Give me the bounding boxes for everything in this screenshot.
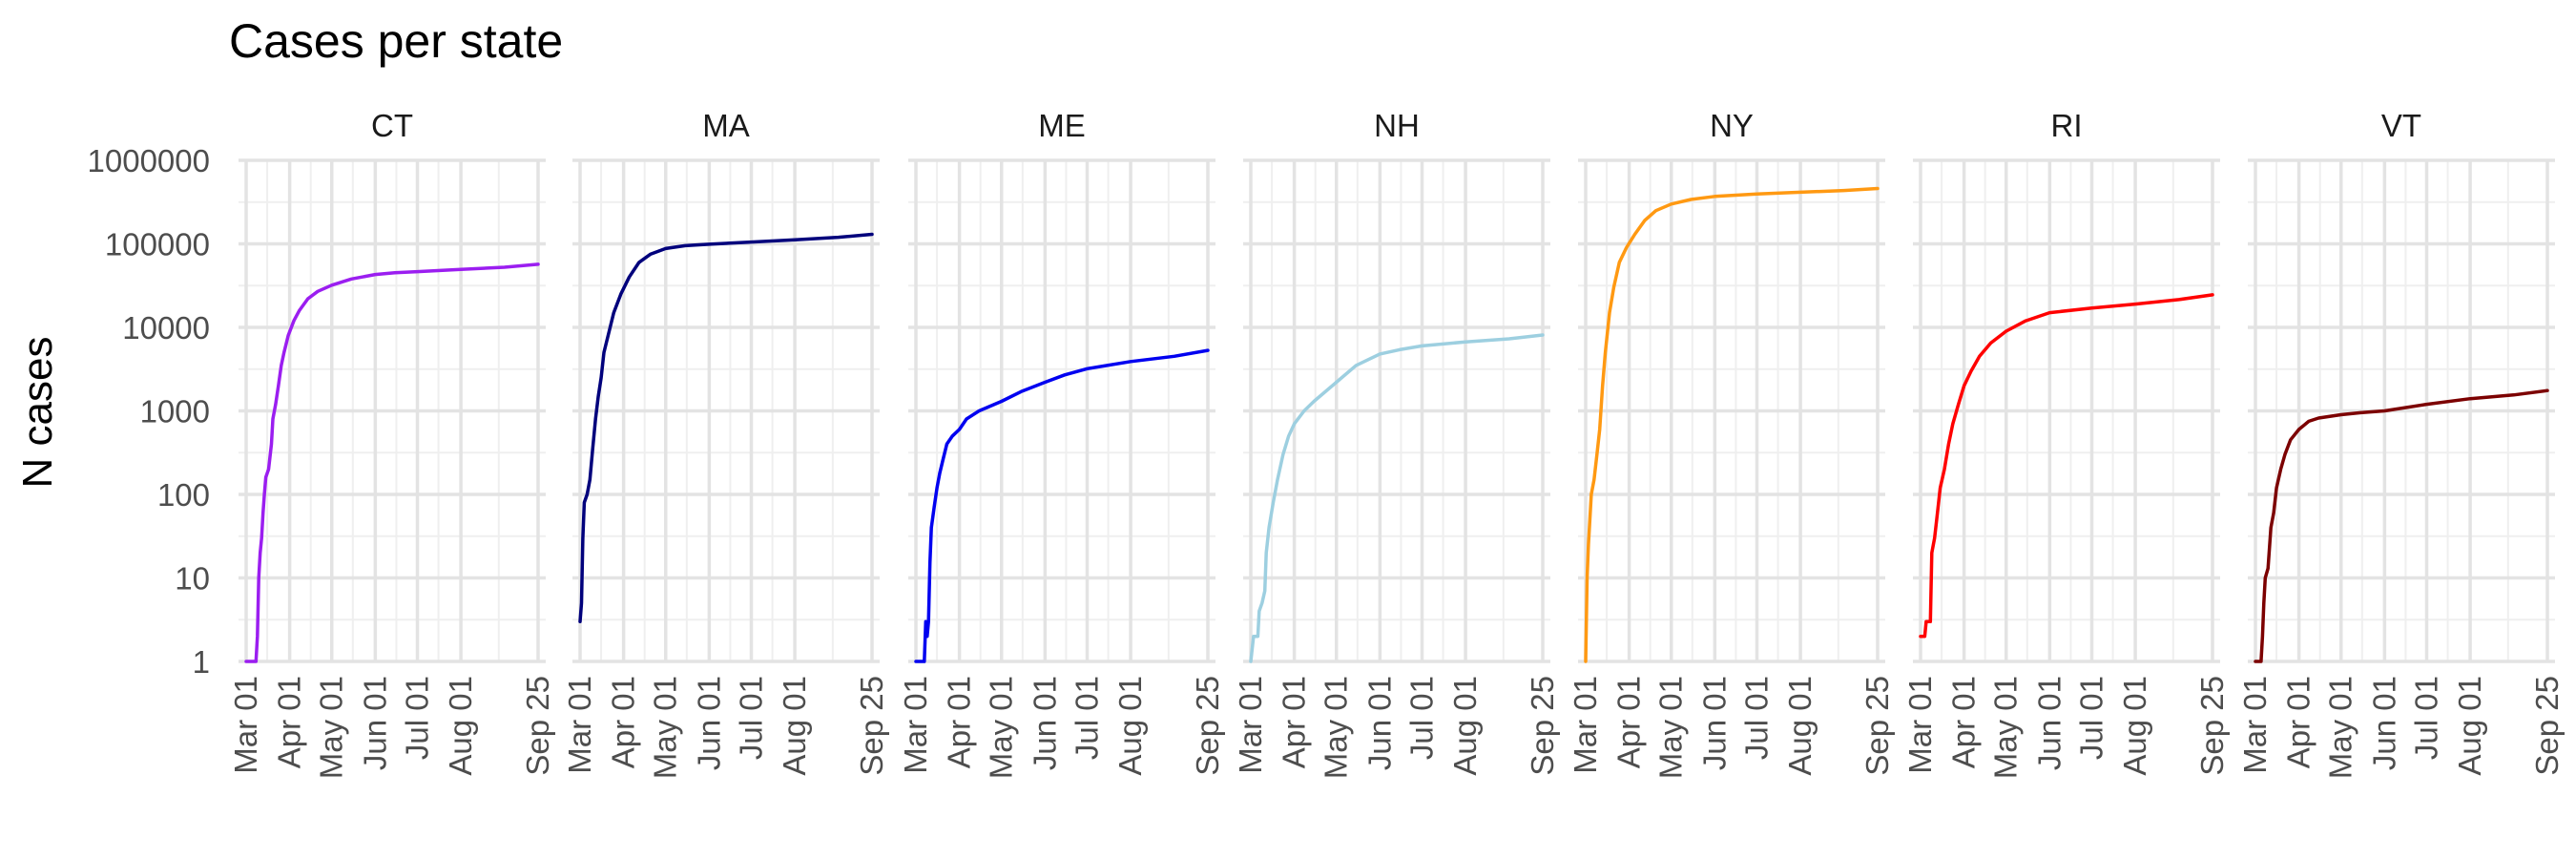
series-line-ct xyxy=(244,262,540,663)
series-line-nh xyxy=(1249,333,1545,663)
x-tick-label: Sep 25 xyxy=(1859,676,1895,776)
x-tick-label: Mar 01 xyxy=(898,676,933,774)
x-tick-label: Mar 01 xyxy=(2237,676,2273,774)
y-tick-label: 100 xyxy=(157,477,210,513)
x-tick-label: Aug 01 xyxy=(1447,676,1483,776)
chart-title: Cases per state xyxy=(229,14,563,68)
x-tick-label: Jun 01 xyxy=(1027,676,1062,770)
x-tick-label: May 01 xyxy=(2323,676,2358,779)
facet-panel-ct: Mar 01 Apr 01 May 01 Jun 01 Jul 01 Aug 01 Sep … xyxy=(228,108,555,779)
y-tick-label: 1000000 xyxy=(88,143,210,178)
x-tick-label: Sep 25 xyxy=(520,676,555,776)
x-tick-label: Jul 01 xyxy=(1069,676,1104,760)
facet-panel-ri: Mar 01 Apr 01 May 01 Jun 01 Jul 01 Aug 01 Sep … xyxy=(1902,108,2230,779)
x-tick-label: Jun 01 xyxy=(1361,676,1397,770)
x-tick-label: Mar 01 xyxy=(1233,676,1268,774)
facet-label: ME xyxy=(1038,108,1086,143)
x-tick-label: Apr 01 xyxy=(942,676,977,768)
x-tick-label: May 01 xyxy=(984,676,1019,779)
x-tick-label: Apr 01 xyxy=(606,676,641,768)
series-line-ma xyxy=(578,232,874,624)
x-tick-label: Jul 01 xyxy=(2073,676,2109,760)
y-tick-label: 1 xyxy=(193,644,210,680)
x-tick-label: Apr 01 xyxy=(1611,676,1647,768)
facet-label: NY xyxy=(1710,108,1754,143)
series-line-vt xyxy=(2254,388,2549,663)
y-tick-label: 100000 xyxy=(105,227,210,262)
y-tick-label: 1000 xyxy=(140,394,210,430)
x-tick-label: May 01 xyxy=(648,676,683,779)
x-tick-label: Jun 01 xyxy=(2366,676,2401,770)
facet-panel-me: Mar 01 Apr 01 May 01 Jun 01 Jul 01 Aug 01 Sep … xyxy=(898,108,1225,779)
x-tick-label: Sep 25 xyxy=(1525,676,1560,776)
x-tick-label: Apr 01 xyxy=(1946,676,1982,768)
x-tick-label: Sep 25 xyxy=(2194,676,2230,776)
facet-label: CT xyxy=(371,108,413,143)
y-tick-label: 10 xyxy=(175,561,210,597)
x-tick-label: Jul 01 xyxy=(399,676,434,760)
x-tick-label: Aug 01 xyxy=(2452,676,2487,776)
series-line-me xyxy=(914,348,1210,663)
x-tick-label: Jun 01 xyxy=(2031,676,2067,770)
x-tick-label: Mar 01 xyxy=(228,676,263,774)
facet-panel-ma: Mar 01 Apr 01 May 01 Jun 01 Jul 01 Aug 01 Sep … xyxy=(562,108,889,779)
facet-panels: Mar 01 Apr 01 May 01 Jun 01 Jul 01 Aug 01 Sep … xyxy=(228,108,2565,779)
x-tick-label: May 01 xyxy=(314,676,349,779)
x-tick-label: Mar 01 xyxy=(1902,676,1938,774)
x-tick-label: Mar 01 xyxy=(1568,676,1603,774)
x-tick-label: Jul 01 xyxy=(1738,676,1774,760)
x-tick-label: Aug 01 xyxy=(1782,676,1818,776)
x-tick-label: Sep 25 xyxy=(2529,676,2565,776)
x-tick-label: Jul 01 xyxy=(733,676,768,760)
x-tick-label: Mar 01 xyxy=(562,676,597,774)
x-tick-label: Apr 01 xyxy=(1277,676,1312,768)
x-tick-label: Aug 01 xyxy=(443,676,478,776)
x-tick-label: May 01 xyxy=(1988,676,2024,779)
facet-label: NH xyxy=(1374,108,1420,143)
series-line-ny xyxy=(1584,186,1880,663)
facet-panel-nh: Mar 01 Apr 01 May 01 Jun 01 Jul 01 Aug 01 Sep … xyxy=(1233,108,1560,779)
facet-label: MA xyxy=(702,108,750,143)
x-tick-label: Apr 01 xyxy=(272,676,307,768)
x-tick-label: Jun 01 xyxy=(691,676,726,770)
facet-label: RI xyxy=(2051,108,2083,143)
x-tick-label: Jul 01 xyxy=(2408,676,2443,760)
x-tick-label: Aug 01 xyxy=(1112,676,1148,776)
x-tick-label: Jun 01 xyxy=(357,676,392,770)
y-axis-ticks: 1 10 100 1000 10000 100000 1000000 xyxy=(88,143,210,680)
y-axis-label: N cases xyxy=(14,337,61,489)
x-tick-label: May 01 xyxy=(1653,676,1689,779)
x-tick-label: Jun 01 xyxy=(1696,676,1732,770)
facet-panel-vt: Mar 01 Apr 01 May 01 Jun 01 Jul 01 Aug 01 Sep … xyxy=(2237,108,2565,779)
series-line-ri xyxy=(1919,293,2214,639)
x-tick-label: Aug 01 xyxy=(777,676,812,776)
x-tick-label: Jul 01 xyxy=(1403,676,1439,760)
x-tick-label: Sep 25 xyxy=(1190,676,1225,776)
facet-panel-ny: Mar 01 Apr 01 May 01 Jun 01 Jul 01 Aug 01 Sep … xyxy=(1568,108,1895,779)
x-tick-label: May 01 xyxy=(1319,676,1354,779)
y-tick-label: 10000 xyxy=(122,310,210,346)
x-tick-label: Apr 01 xyxy=(2281,676,2316,768)
facet-label: VT xyxy=(2381,108,2421,143)
x-tick-label: Aug 01 xyxy=(2117,676,2152,776)
x-tick-label: Sep 25 xyxy=(854,676,889,776)
